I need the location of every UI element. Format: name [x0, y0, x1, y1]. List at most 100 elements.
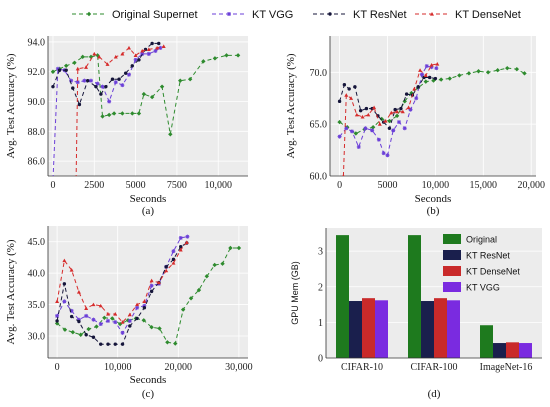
data-point	[126, 72, 131, 77]
y-axis-label: Avg. Test Accuracy (%)	[285, 53, 297, 158]
legend-swatch	[443, 250, 461, 260]
data-point	[113, 342, 117, 346]
data-point	[433, 76, 438, 81]
data-point	[360, 114, 365, 119]
data-point	[165, 340, 170, 345]
data-point	[94, 324, 99, 329]
legend-marker	[227, 12, 231, 16]
data-point	[130, 64, 134, 68]
x-axis-label: Seconds	[130, 193, 167, 205]
data-point	[161, 44, 166, 49]
data-point	[86, 326, 91, 332]
data-point	[406, 105, 411, 110]
data-point	[84, 306, 89, 310]
data-point	[127, 312, 132, 317]
x-tick-label: ImageNet-16	[480, 362, 533, 373]
data-point	[120, 83, 125, 88]
legend-marker	[430, 12, 434, 16]
data-point	[136, 111, 142, 116]
data-point	[113, 320, 118, 325]
data-point	[400, 109, 405, 114]
y-tick-label: 2	[318, 282, 323, 293]
data-point	[98, 303, 103, 308]
data-point	[62, 282, 67, 286]
data-point	[117, 77, 121, 81]
data-point	[379, 116, 384, 122]
series-kt-densenet	[74, 44, 166, 181]
data-point	[55, 319, 59, 323]
y-tick-label: 94.0	[28, 37, 46, 48]
data-point	[135, 316, 139, 321]
data-point	[64, 68, 68, 72]
data-point	[159, 84, 165, 89]
data-point	[110, 316, 115, 321]
data-point	[178, 235, 183, 240]
data-point	[381, 151, 386, 156]
data-point	[57, 68, 62, 72]
x-tick-label: 20,000	[517, 180, 545, 191]
data-point	[184, 240, 189, 244]
data-point	[55, 299, 60, 304]
data-point	[412, 86, 417, 91]
data-point	[113, 80, 118, 85]
data-point	[105, 62, 110, 66]
series-line	[52, 54, 239, 135]
data-point	[133, 57, 138, 62]
data-point	[141, 91, 147, 97]
bar-kt-resnet	[421, 301, 434, 358]
x-tick-label: 10,000	[204, 180, 232, 191]
data-point	[385, 153, 390, 158]
data-point	[370, 128, 375, 133]
data-point	[476, 69, 481, 74]
data-point	[63, 63, 69, 68]
data-point	[94, 84, 98, 89]
y-tick-label: 3	[318, 247, 323, 258]
bar-kt-resnet	[493, 343, 506, 358]
data-point	[75, 66, 80, 71]
x-tick-label: 2500	[84, 180, 104, 191]
series-line	[339, 65, 437, 157]
data-point	[168, 132, 173, 137]
data-point	[88, 54, 94, 60]
x-tick-label: 0	[337, 180, 342, 191]
data-point	[149, 94, 155, 100]
data-point	[127, 318, 132, 323]
data-point	[100, 114, 105, 119]
x-tick-label: 30,000	[225, 362, 253, 373]
data-point	[435, 62, 440, 66]
data-point	[350, 129, 355, 134]
data-point	[102, 315, 107, 320]
x-tick-label: 0	[50, 180, 55, 191]
bar-kt-vgg	[375, 300, 388, 358]
y-tick-label: 45.0	[28, 237, 46, 248]
data-point	[74, 177, 78, 181]
data-point	[337, 99, 342, 104]
data-point	[120, 111, 125, 116]
panel-c: 30.0 35.0 40.0 45.0 0 10,000 20,000 30,000 Secon…	[5, 226, 253, 400]
data-point	[141, 318, 146, 323]
legend-swatch	[443, 234, 461, 244]
data-point	[376, 137, 381, 142]
bar-original	[408, 235, 421, 358]
legend-label: KT VGG	[466, 283, 500, 293]
data-point	[156, 280, 161, 285]
data-point	[423, 79, 429, 84]
panel-caption: (a)	[142, 205, 155, 217]
data-point	[187, 76, 193, 82]
data-point	[353, 131, 359, 136]
data-point	[337, 134, 342, 139]
data-point	[85, 78, 90, 83]
data-point	[414, 96, 419, 101]
legend-marker	[86, 11, 92, 17]
series-line	[75, 45, 164, 176]
legend-item: KT ResNet	[313, 9, 407, 21]
bar-kt-vgg	[519, 343, 532, 358]
data-point	[100, 84, 105, 89]
legend-label: Original Supernet	[112, 9, 198, 21]
data-point	[80, 54, 85, 60]
data-point	[72, 60, 77, 66]
bar-kt-resnet	[349, 301, 362, 358]
x-tick-label: 0	[55, 362, 60, 373]
data-point	[77, 319, 81, 324]
y-tick-label: 70.0	[310, 68, 328, 79]
